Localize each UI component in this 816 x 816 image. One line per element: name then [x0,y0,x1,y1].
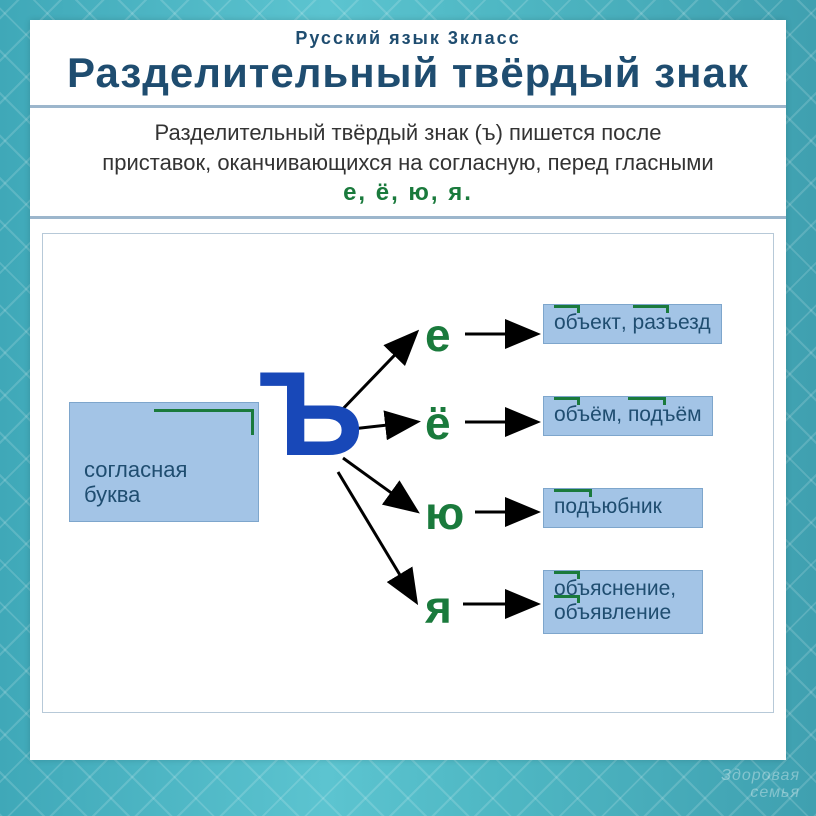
rule-vowels: е, ё, ю, я. [58,177,758,209]
diagram-area: согласная буква Ъ е объект, разъезд ё объём… [42,233,774,713]
header: Русский язык 3класс Разделительный твёрд… [30,20,786,95]
example-word: разъезд [633,311,711,335]
example-box-3: объяснение,объявление [543,570,703,634]
example-box-0: объект, разъезд [543,304,722,344]
source-label: согласная буква [84,458,187,506]
vowel-letter-я: я [425,584,452,630]
example-word: подъюбник [554,495,662,519]
prefix-mark-icon [554,489,592,497]
prefix-mark-icon [554,305,580,313]
prefix-mark-icon [554,571,580,579]
vowel-letter-е: е [425,312,451,358]
example-word: объявление [554,601,671,625]
example-box-2: подъюбник [543,488,703,528]
watermark: Здоровая семья [721,767,800,802]
source-box: согласная буква [69,402,259,522]
vowel-letter-ю: ю [425,490,464,536]
example-box-1: объём, подъём [543,396,713,436]
example-word: объект [554,311,621,335]
vowel-letter-ё: ё [425,400,451,446]
example-word: подъём [628,403,702,427]
prefix-bracket-icon [154,409,254,435]
paper-card: Русский язык 3класс Разделительный твёрд… [30,20,786,760]
main-title: Разделительный твёрдый знак [30,51,786,95]
rule-line-2: приставок, оканчивающихся на согласную, … [58,148,758,178]
rule-box: Разделительный твёрдый знак (ъ) пишется … [30,105,786,219]
hard-sign-letter: Ъ [259,354,363,474]
rule-line-1: Разделительный твёрдый знак (ъ) пишется … [58,118,758,148]
example-word: объём [554,403,616,427]
prefix-mark-icon [554,595,580,603]
prefix-mark-icon [554,397,580,405]
prefix-mark-icon [628,397,666,405]
subject-label: Русский язык 3класс [30,28,786,49]
prefix-mark-icon [633,305,669,313]
